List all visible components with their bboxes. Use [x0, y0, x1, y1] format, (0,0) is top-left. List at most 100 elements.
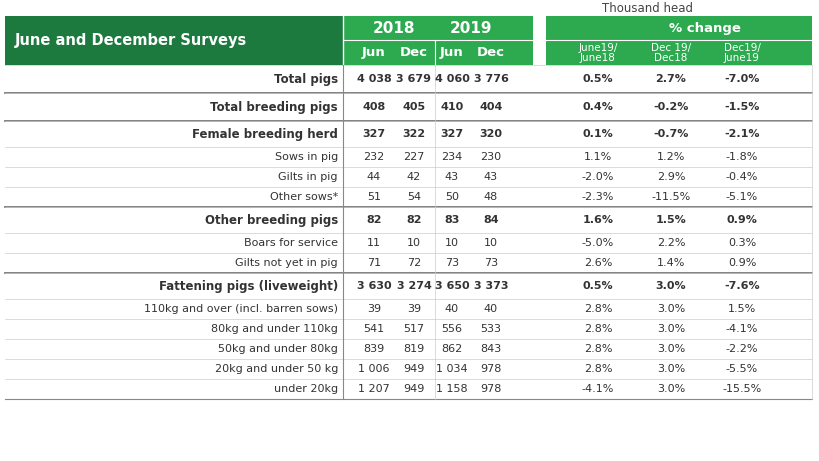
Text: Sows in pig: Sows in pig [274, 152, 337, 162]
Text: -4.1%: -4.1% [725, 324, 758, 334]
Text: -2.3%: -2.3% [581, 192, 613, 202]
Text: 1.1%: 1.1% [583, 152, 611, 162]
Text: 819: 819 [403, 344, 424, 354]
Text: 949: 949 [403, 364, 424, 374]
Text: Total pigs: Total pigs [274, 73, 337, 86]
Text: 50kg and under 80kg: 50kg and under 80kg [218, 344, 337, 354]
Text: June19/: June19/ [577, 43, 617, 53]
Text: Other breeding pigs: Other breeding pigs [205, 214, 337, 227]
Text: 2.8%: 2.8% [583, 344, 612, 354]
Text: 0.1%: 0.1% [582, 129, 613, 139]
Text: Dec: Dec [400, 46, 428, 59]
Text: 84: 84 [482, 215, 498, 225]
Text: Thousand head: Thousand head [602, 2, 693, 15]
Text: 0.4%: 0.4% [581, 102, 613, 112]
Text: 533: 533 [480, 324, 501, 334]
Text: -4.1%: -4.1% [581, 384, 613, 394]
Text: Gilts not yet in pig: Gilts not yet in pig [235, 258, 337, 268]
Text: 327: 327 [362, 129, 385, 139]
Text: Dec: Dec [477, 46, 505, 59]
Text: 2018: 2018 [373, 21, 414, 36]
Text: 3.0%: 3.0% [656, 324, 685, 334]
Text: 2.7%: 2.7% [654, 74, 686, 84]
Text: 949: 949 [403, 384, 424, 394]
Text: 322: 322 [402, 129, 425, 139]
Text: June18: June18 [579, 53, 615, 63]
Text: -11.5%: -11.5% [650, 192, 690, 202]
Text: 405: 405 [402, 102, 425, 112]
Text: 404: 404 [479, 102, 502, 112]
Bar [5, 16, 342, 65]
Text: -7.0%: -7.0% [723, 74, 758, 84]
Text: 232: 232 [363, 152, 384, 162]
Text: 517: 517 [403, 324, 424, 334]
Text: 42: 42 [406, 172, 421, 182]
Text: 2.8%: 2.8% [583, 364, 612, 374]
Text: 3 650: 3 650 [434, 281, 468, 291]
Text: under 20kg: under 20kg [274, 384, 337, 394]
Text: 10: 10 [445, 238, 459, 248]
Text: 3.0%: 3.0% [656, 304, 685, 314]
Text: 3 776: 3 776 [473, 74, 508, 84]
Text: 73: 73 [445, 258, 459, 268]
Text: -2.2%: -2.2% [725, 344, 758, 354]
Text: Dec18: Dec18 [654, 53, 687, 63]
Text: Female breeding herd: Female breeding herd [192, 128, 337, 141]
Text: 40: 40 [445, 304, 459, 314]
Text: 1.6%: 1.6% [581, 215, 613, 225]
Bar [5, 65, 811, 399]
Text: 40: 40 [483, 304, 497, 314]
Text: 410: 410 [440, 102, 463, 112]
Text: 0.9%: 0.9% [727, 258, 755, 268]
Text: 72: 72 [406, 258, 421, 268]
Text: 978: 978 [480, 364, 501, 374]
Text: -15.5%: -15.5% [722, 384, 761, 394]
Text: -1.5%: -1.5% [723, 102, 758, 112]
Text: 327: 327 [440, 129, 463, 139]
Text: 3 679: 3 679 [396, 74, 431, 84]
Text: 320: 320 [479, 129, 502, 139]
Text: 73: 73 [483, 258, 497, 268]
Text: 1.5%: 1.5% [727, 304, 755, 314]
Text: 2.8%: 2.8% [583, 324, 612, 334]
Text: 4 038: 4 038 [356, 74, 391, 84]
Text: -2.0%: -2.0% [581, 172, 613, 182]
Text: 839: 839 [363, 344, 384, 354]
Text: 80kg and under 110kg: 80kg and under 110kg [210, 324, 337, 334]
Text: 1 006: 1 006 [358, 364, 389, 374]
Text: 82: 82 [366, 215, 382, 225]
Text: -5.1%: -5.1% [725, 192, 758, 202]
Text: -0.2%: -0.2% [653, 102, 688, 112]
Text: Other sows*: Other sows* [269, 192, 337, 202]
Text: 2.8%: 2.8% [583, 304, 612, 314]
Text: 1 034: 1 034 [436, 364, 468, 374]
Text: 234: 234 [441, 152, 462, 162]
Text: 83: 83 [444, 215, 459, 225]
Text: 0.9%: 0.9% [726, 215, 757, 225]
Text: 230: 230 [480, 152, 501, 162]
Text: 4 060: 4 060 [434, 74, 468, 84]
Text: 10: 10 [483, 238, 497, 248]
Text: Fattening pigs (liveweight): Fattening pigs (liveweight) [159, 280, 337, 293]
Text: 862: 862 [441, 344, 462, 354]
Text: 54: 54 [406, 192, 420, 202]
Text: -2.1%: -2.1% [723, 129, 759, 139]
Text: -5.0%: -5.0% [581, 238, 613, 248]
Text: 2.6%: 2.6% [583, 258, 612, 268]
Text: 1 207: 1 207 [358, 384, 389, 394]
Text: -7.6%: -7.6% [723, 281, 759, 291]
Text: 227: 227 [403, 152, 424, 162]
Text: Boars for service: Boars for service [244, 238, 337, 248]
Text: % change: % change [668, 22, 740, 35]
Text: 43: 43 [445, 172, 459, 182]
Text: 51: 51 [367, 192, 381, 202]
Text: Dec 19/: Dec 19/ [650, 43, 690, 53]
Text: 3.0%: 3.0% [656, 344, 685, 354]
Bar [545, 16, 811, 65]
Text: 1.4%: 1.4% [656, 258, 685, 268]
Text: 50: 50 [445, 192, 459, 202]
Text: 48: 48 [483, 192, 497, 202]
Text: 82: 82 [405, 215, 421, 225]
Text: 3 630: 3 630 [356, 281, 391, 291]
Text: 0.3%: 0.3% [727, 238, 755, 248]
